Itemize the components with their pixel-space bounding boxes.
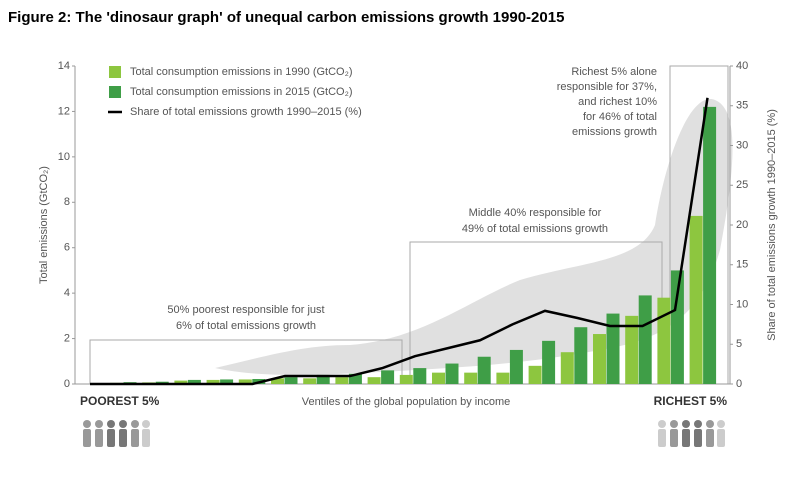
bar	[528, 365, 542, 384]
bar	[689, 215, 703, 384]
y-tick-label: 12	[58, 105, 70, 117]
annotation: and richest 10%	[578, 96, 657, 108]
bar	[348, 373, 362, 384]
bar	[560, 352, 574, 384]
bar	[316, 374, 330, 384]
annotation: for 46% of total	[583, 111, 657, 123]
bar	[574, 327, 588, 384]
annotation: 49% of total emissions growth	[462, 223, 608, 235]
bar	[238, 379, 252, 384]
y2-tick-label: 25	[736, 179, 748, 191]
bar	[703, 106, 717, 384]
y-tick-label: 10	[58, 151, 70, 163]
bar	[593, 334, 606, 384]
legend-label: Share of total emissions growth 1990–201…	[130, 106, 362, 118]
legend-label: Total consumption emissions in 1990 (GtC…	[130, 66, 353, 78]
y2-tick-label: 30	[736, 139, 748, 151]
bar	[335, 377, 349, 384]
bar	[445, 363, 459, 384]
bar	[477, 356, 491, 384]
annotation: RICHEST 5%	[654, 394, 728, 408]
share-line	[90, 97, 709, 386]
bar	[542, 340, 556, 384]
bar	[496, 372, 510, 384]
bar	[670, 270, 684, 384]
bar	[638, 295, 652, 384]
people-icons	[83, 420, 725, 447]
annotation: POOREST 5%	[80, 394, 160, 408]
y-axis-label: Total emissions (GtCO₂)	[38, 166, 50, 284]
bar	[206, 379, 220, 384]
bar	[284, 377, 298, 384]
y2-tick-label: 35	[736, 100, 748, 112]
annotation: responsible for 37%,	[557, 81, 657, 93]
y2-tick-label: 5	[736, 338, 742, 350]
legend-swatch	[109, 66, 121, 78]
bar	[367, 377, 381, 384]
y2-tick-label: 40	[736, 60, 748, 72]
annotation: Middle 40% responsible for	[469, 207, 602, 219]
bar	[271, 378, 284, 384]
y-tick-label: 6	[64, 242, 70, 254]
y-tick-label: 2	[64, 332, 70, 344]
dinosaur-shape	[215, 99, 733, 375]
legend-swatch	[109, 86, 121, 98]
y2-tick-label: 10	[736, 298, 748, 310]
annotation: 6% of total emissions growth	[176, 320, 316, 332]
y2-tick-label: 20	[736, 219, 748, 231]
y-tick-label: 8	[64, 196, 70, 208]
legend-label: Total consumption emissions in 2015 (GtC…	[130, 86, 353, 98]
bar	[413, 368, 427, 384]
bar	[399, 374, 413, 384]
x-axis-label: Ventiles of the global population by inc…	[302, 396, 511, 408]
bar	[432, 372, 445, 384]
annotation: emissions growth	[572, 126, 657, 138]
bar	[606, 313, 620, 384]
bar	[657, 297, 671, 384]
annotation: Richest 5% alone	[571, 66, 657, 78]
y-tick-label: 14	[58, 60, 70, 72]
bar	[381, 370, 395, 384]
bar	[187, 379, 201, 384]
bar	[220, 379, 234, 384]
bar	[303, 378, 317, 384]
bar	[174, 380, 188, 384]
y2-tick-label: 0	[736, 378, 742, 390]
bar	[625, 315, 639, 384]
y2-axis-label: Share of total emissions growth 1990–201…	[766, 109, 778, 341]
annotation: 50% poorest responsible for just	[167, 304, 324, 316]
chart-title: Figure 2: The 'dinosaur graph' of unequa…	[8, 9, 564, 26]
y-tick-label: 4	[64, 287, 70, 299]
y-tick-label: 0	[64, 378, 70, 390]
bar	[509, 349, 523, 384]
y2-tick-label: 15	[736, 259, 748, 271]
bar	[464, 372, 478, 384]
